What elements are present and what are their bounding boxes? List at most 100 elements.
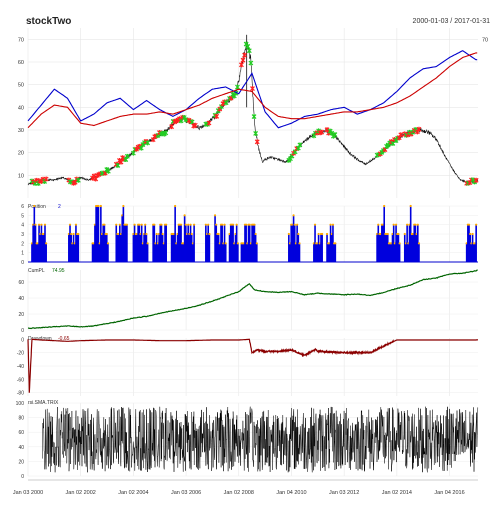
position-bar xyxy=(143,234,145,262)
y-tick-label: -80 xyxy=(17,391,24,397)
position-dot xyxy=(329,223,332,226)
position-bar xyxy=(103,224,106,262)
position-bar xyxy=(391,234,394,262)
position-dot xyxy=(414,223,417,226)
trade-marker xyxy=(163,130,169,136)
position-bar xyxy=(43,234,45,262)
position-bar xyxy=(318,243,321,262)
position-bar xyxy=(333,243,335,262)
position-dot xyxy=(471,232,474,236)
position-bar xyxy=(412,234,414,262)
position-bar xyxy=(76,234,78,262)
trade-marker xyxy=(416,126,422,132)
x-tick-label: Jan 02 2008 xyxy=(224,490,254,496)
y-tick-label: 0 xyxy=(21,337,24,343)
position-bar xyxy=(70,234,73,262)
position-bar xyxy=(326,234,328,262)
position-dot xyxy=(325,232,329,236)
position-bar xyxy=(241,243,244,262)
trade-marker xyxy=(332,132,338,138)
position-bar xyxy=(315,243,318,262)
position-bar xyxy=(185,224,187,262)
position-bar xyxy=(175,243,178,262)
position-bar xyxy=(174,206,176,262)
position-bar xyxy=(142,243,144,262)
position-dot xyxy=(224,242,227,245)
trade-marker xyxy=(169,124,175,130)
y-tick-label: 50 xyxy=(18,83,24,89)
position-dot xyxy=(208,232,211,236)
position-bar xyxy=(471,234,474,262)
position-bar xyxy=(317,234,320,262)
position-dot xyxy=(397,232,400,236)
position-dot xyxy=(68,223,72,226)
trade-marker xyxy=(105,168,111,174)
position-bar xyxy=(177,224,180,262)
panel-value-cumpl: 74.95 xyxy=(52,268,65,274)
position-dot xyxy=(193,223,196,226)
trade-marker xyxy=(319,129,325,135)
position-bar xyxy=(68,234,70,262)
position-bar xyxy=(292,215,295,262)
position-bar xyxy=(205,224,207,262)
x-tick-label: Jan 04 2016 xyxy=(434,490,464,496)
position-bar xyxy=(180,224,182,262)
position-bar xyxy=(161,234,164,262)
trade-marker xyxy=(43,176,49,182)
position-bar xyxy=(378,234,381,262)
x-tick-label: Jan 02 2014 xyxy=(382,490,412,496)
position-dot xyxy=(409,204,412,208)
position-bar xyxy=(409,206,412,262)
position-bar xyxy=(397,234,400,262)
position-bar xyxy=(122,206,125,262)
position-bar xyxy=(187,224,189,262)
position-bar xyxy=(233,243,236,262)
position-dot xyxy=(377,223,380,226)
y-tick-label: 100 xyxy=(16,401,25,407)
trade-marker xyxy=(245,43,251,49)
position-bar xyxy=(377,224,380,262)
position-bar xyxy=(170,234,173,262)
position-bar xyxy=(245,224,247,262)
position-dot xyxy=(155,232,158,236)
position-bar xyxy=(164,224,166,262)
position-bar xyxy=(396,234,399,262)
position-dot xyxy=(403,232,406,236)
position-bar xyxy=(411,234,413,262)
position-bar xyxy=(235,224,238,262)
position-bar xyxy=(418,243,420,262)
trade-marker xyxy=(242,52,247,58)
position-dot xyxy=(118,223,121,226)
position-bar xyxy=(94,224,96,262)
position-bar xyxy=(392,224,395,262)
position-bar xyxy=(192,243,194,262)
position-bar xyxy=(222,243,225,262)
position-bar xyxy=(136,234,138,262)
position-bar xyxy=(35,243,38,262)
position-bar xyxy=(379,234,382,262)
position-bar xyxy=(32,224,34,262)
position-dot xyxy=(183,214,186,217)
position-bar xyxy=(221,224,223,262)
position-dot xyxy=(179,223,183,226)
position-bar xyxy=(224,243,227,262)
x-tick-label: Jan 03 2000 xyxy=(13,490,43,496)
position-bar xyxy=(38,224,40,262)
panel-label-rsi: rsi.SMA.TRIX xyxy=(28,400,59,406)
position-bar xyxy=(386,234,389,262)
position-dot xyxy=(37,223,41,226)
position-bar xyxy=(313,243,315,262)
x-tick-label: Jan 04 2010 xyxy=(276,490,306,496)
panel-label-position: Position xyxy=(28,204,46,210)
position-bar xyxy=(383,206,386,262)
position-bar xyxy=(121,215,123,262)
x-tick-label: Jan 02 2002 xyxy=(66,490,96,496)
position-bar xyxy=(215,224,218,262)
position-dot xyxy=(72,232,75,236)
position-bar xyxy=(97,206,100,262)
y-tick-label: 2 xyxy=(21,241,24,247)
position-bar xyxy=(246,243,249,262)
y-tick-label: 20 xyxy=(18,459,24,465)
position-dot xyxy=(321,232,324,236)
